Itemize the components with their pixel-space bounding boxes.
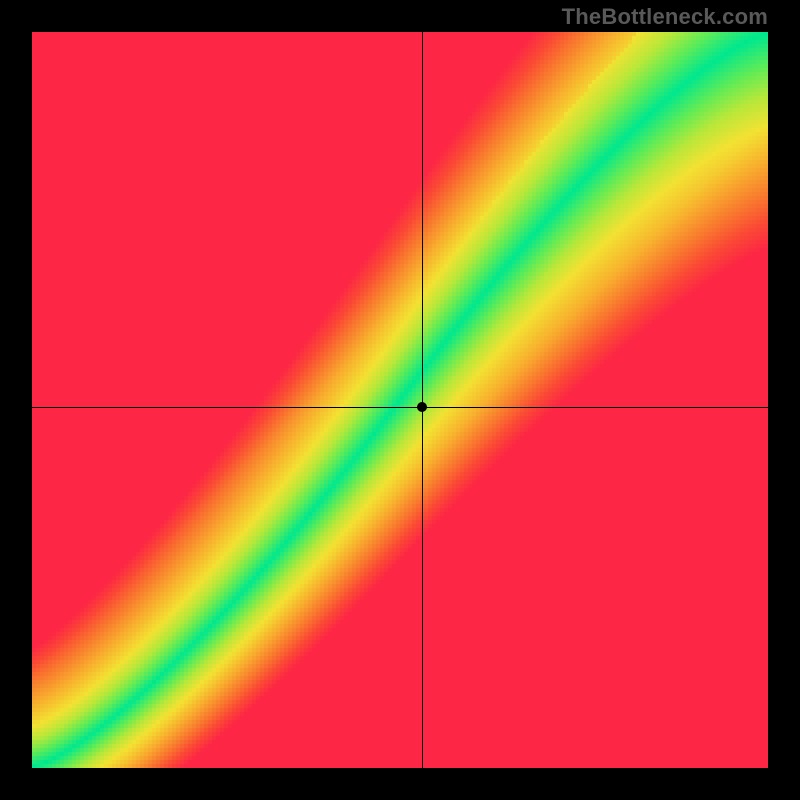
heatmap-canvas bbox=[32, 32, 768, 768]
watermark-text: TheBottleneck.com bbox=[562, 4, 768, 30]
heatmap-plot bbox=[32, 32, 768, 768]
chart-frame: TheBottleneck.com bbox=[0, 0, 800, 800]
